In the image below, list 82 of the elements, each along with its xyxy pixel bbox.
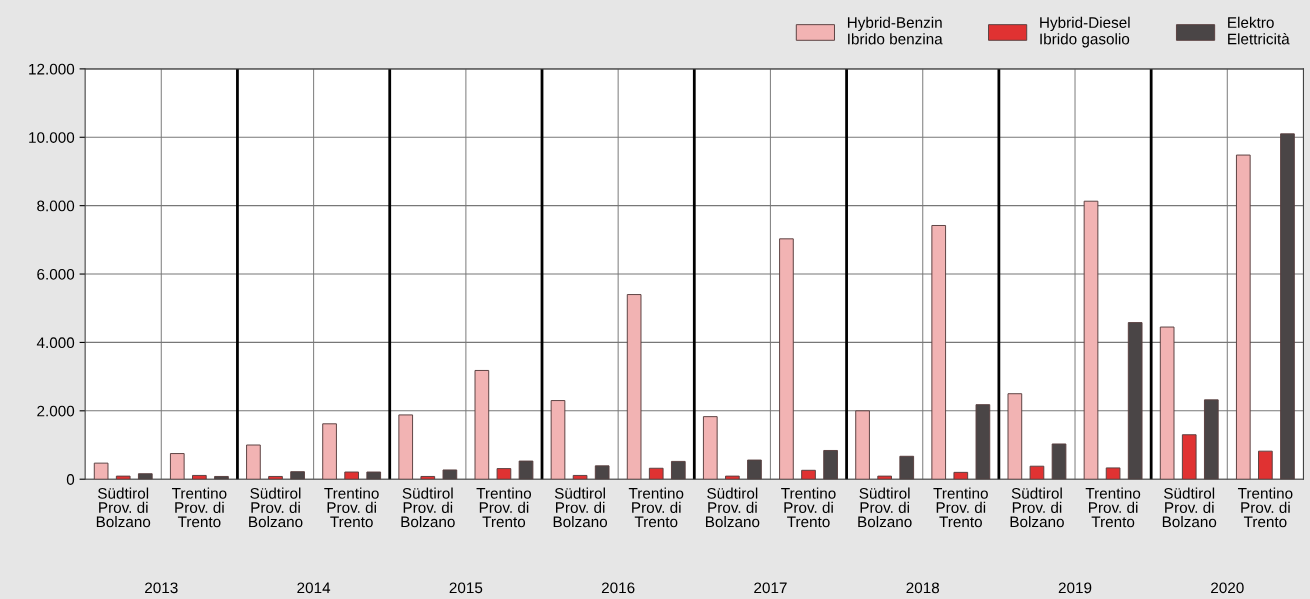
bar — [702, 416, 718, 480]
legend-label: Hybrid-Benzin Ibrido benzina — [847, 16, 943, 45]
y-tick-label: 6.000 — [37, 268, 75, 280]
bar — [214, 475, 229, 480]
text: 2017 — [754, 582, 787, 594]
bar — [953, 471, 969, 480]
bar — [246, 444, 261, 480]
bar — [747, 459, 762, 480]
bar — [344, 471, 359, 480]
bar — [594, 465, 610, 480]
bar — [931, 225, 947, 480]
bar — [779, 238, 794, 480]
y-tick-label: 2.000 — [37, 405, 75, 417]
bar — [550, 400, 566, 480]
bar — [442, 469, 458, 480]
bar — [572, 474, 588, 480]
bar — [474, 369, 490, 480]
bar — [1235, 154, 1251, 480]
bar — [290, 471, 305, 480]
bar — [322, 423, 337, 480]
x-tick-label: Südtirol Prov. di Bolzano — [401, 487, 455, 528]
bar — [93, 462, 109, 480]
bar — [975, 404, 991, 480]
bar — [192, 474, 207, 480]
bar — [115, 475, 131, 480]
y-tick-label: 4.000 — [36, 337, 75, 349]
x-tick-label: Trentino Prov. di Trento — [171, 487, 227, 528]
text: 2019 — [1058, 582, 1092, 594]
x-tick-label: Südtirol Prov. di Bolzano — [553, 487, 608, 528]
x-tick-label: Trentino Prov. di Trento — [628, 487, 684, 528]
text: 2020 — [1211, 582, 1244, 594]
x-tick-label: Südtirol Prov. di Bolzano — [858, 487, 912, 528]
legend-label: Elektro Elettricità — [1228, 16, 1290, 45]
bar — [1280, 133, 1295, 480]
bar — [648, 467, 664, 480]
bar — [626, 294, 642, 480]
bar — [1258, 450, 1273, 480]
bar — [899, 455, 915, 480]
y-tick-label: 8.000 — [37, 200, 75, 212]
text: 2015 — [449, 582, 483, 594]
bar — [670, 460, 686, 480]
bar — [518, 460, 534, 480]
bar — [725, 475, 740, 480]
bar — [801, 469, 816, 480]
bar — [137, 473, 153, 480]
bar — [366, 471, 382, 480]
x-tick-label: Südtirol Prov. di Bolzano — [249, 487, 303, 528]
bar — [1127, 322, 1143, 480]
bar — [169, 453, 185, 480]
text: 2013 — [145, 582, 178, 594]
x-tick-label: Trentino Prov. di Trento — [933, 487, 988, 528]
bar — [1203, 399, 1219, 480]
x-tick-label: Südtirol Prov. di Bolzano — [96, 487, 151, 528]
bar — [398, 414, 414, 480]
bar — [496, 468, 512, 480]
x-tick-label: Südtirol Prov. di Bolzano — [706, 487, 760, 528]
text: 2016 — [601, 582, 635, 594]
x-tick-label: Trentino Prov. di Trento — [324, 487, 379, 528]
text: 2014 — [297, 582, 331, 594]
bar — [1051, 443, 1067, 480]
bar — [1181, 434, 1197, 480]
legend-label: Hybrid-Diesel Ibrido gasolio — [1040, 16, 1130, 48]
text: 2018 — [906, 582, 940, 594]
bar — [877, 475, 892, 480]
x-tick-label: Südtirol Prov. di Bolzano — [1010, 487, 1064, 528]
y-tick-label: 12.000 — [29, 63, 75, 75]
bar — [1029, 465, 1045, 480]
x-tick-label: Trentino Prov. di Trento — [781, 487, 836, 528]
bar — [1083, 200, 1099, 480]
bar — [1105, 467, 1121, 480]
bar — [855, 410, 870, 480]
y-tick-label: 0 — [66, 474, 75, 485]
x-tick-label: Trentino Prov. di Trento — [1237, 487, 1293, 528]
x-tick-label: Südtirol Prov. di Bolzano — [1162, 487, 1217, 528]
bar — [1159, 326, 1175, 480]
bar — [1007, 393, 1023, 480]
x-tick-label: Trentino Prov. di Trento — [476, 487, 532, 528]
bar — [268, 475, 283, 480]
bar — [823, 449, 838, 480]
y-tick-label: 10.000 — [29, 132, 75, 143]
bar — [420, 475, 436, 480]
x-tick-label: Trentino Prov. di Trento — [1085, 487, 1141, 528]
